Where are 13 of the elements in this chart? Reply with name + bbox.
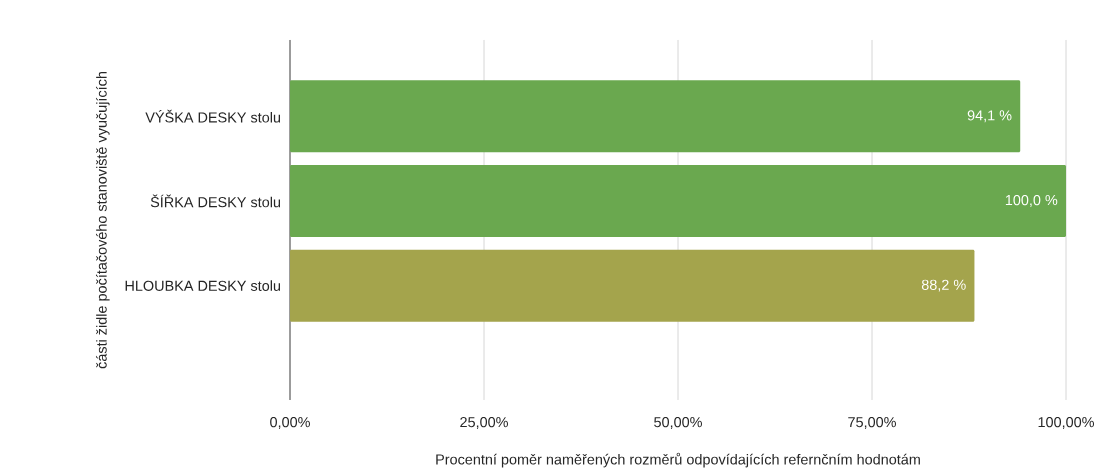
x-tick-label: 25,00% bbox=[460, 417, 508, 429]
y-tick-label: VÝŠKA DESKY stolu bbox=[145, 109, 281, 123]
y-tick-label: ŠÍŘKA DESKY stolu bbox=[150, 194, 281, 208]
data-label: 94,1 % bbox=[967, 110, 1012, 123]
y-axis-title: části židle počítačového stanoviště vyučujících bbox=[95, 72, 110, 369]
data-label: 88,2 % bbox=[921, 279, 966, 292]
x-axis-title: Procentní poměr naměřených rozměrů odpovídajících refernčním hodnotám bbox=[436, 452, 920, 468]
x-tick-label: 0,00% bbox=[270, 417, 310, 429]
x-tick-label: 100,00% bbox=[1038, 417, 1095, 429]
x-tick-label: 75,00% bbox=[848, 417, 896, 429]
y-tick-label: HLOUBKA DESKY stolu bbox=[125, 280, 281, 291]
x-tick-label: 50,00% bbox=[654, 417, 702, 429]
data-label: 100,0 % bbox=[1005, 194, 1058, 207]
